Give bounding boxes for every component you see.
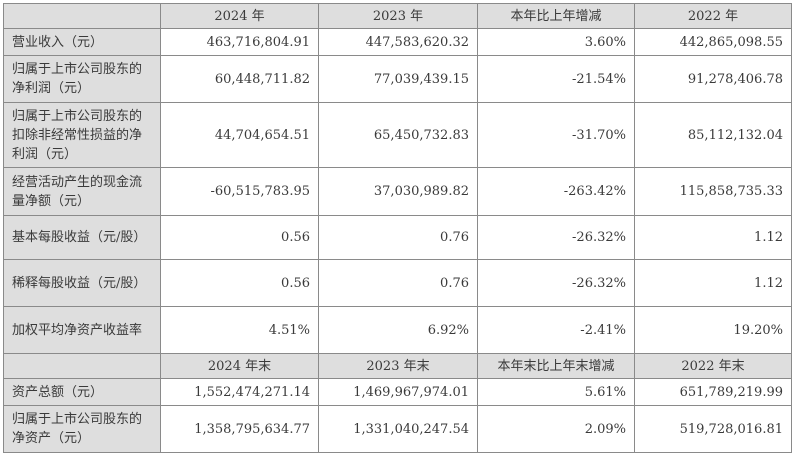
table-cell: 442,865,098.55 [634,28,792,56]
table-cell: 1,331,040,247.54 [318,405,478,453]
table-cell: 115,858,735.33 [634,167,792,216]
column-header [3,3,161,29]
row-label: 归属于上市公司股东的净资产（元） [3,405,161,453]
column-header: 2023 年 [318,3,478,29]
table-cell: 2.09% [477,405,635,453]
table-row: 归属于上市公司股东的净利润（元） 60,448,711.82 77,039,439.… [3,55,792,103]
table-row: 基本每股收益（元/股） 0.56 0.76 -26.32% 1.12 [3,215,792,260]
table-cell: -26.32% [477,259,635,307]
column-header: 2024 年末 [160,353,319,379]
table-row: 资产总额（元） 1,552,474,271.14 1,469,967,974.01 5… [3,378,792,406]
row-label: 加权平均净资产收益率 [3,306,161,354]
table-cell: 6.92% [318,306,478,354]
table-cell: 37,030,989.82 [318,167,478,216]
table-cell: -60,515,783.95 [160,167,319,216]
header-row: 2024 年末 2023 年末 本年末比上年末增减 2022 年末 [3,353,792,379]
row-label: 稀释每股收益（元/股） [3,259,161,307]
table-row: 营业收入（元） 463,716,804.91 447,583,620.32 3.60%… [3,28,792,56]
table-cell: 60,448,711.82 [160,55,319,103]
table-cell: 65,450,732.83 [318,102,478,168]
table-row: 稀释每股收益（元/股） 0.56 0.76 -26.32% 1.12 [3,259,792,307]
column-header: 2022 年 [634,3,792,29]
row-label: 基本每股收益（元/股） [3,215,161,260]
column-header [3,353,161,379]
table-cell: -26.32% [477,215,635,260]
table-cell: -263.42% [477,167,635,216]
table-cell: 0.56 [160,215,319,260]
row-label: 归属于上市公司股东的净利润（元） [3,55,161,103]
column-header: 2022 年末 [634,353,792,379]
table-cell: 4.51% [160,306,319,354]
financial-summary-table: 2024 年 2023 年本年比上年增减 2022 年营业收入（元） 463,716,… [3,3,792,453]
row-label: 归属于上市公司股东的扣除非经常性损益的净利润（元） [3,102,161,168]
table-cell: 3.60% [477,28,635,56]
table-cell: 463,716,804.91 [160,28,319,56]
row-label: 营业收入（元） [3,28,161,56]
column-header: 本年末比上年末增减 [477,353,635,379]
table-row: 加权平均净资产收益率 4.51% 6.92% -2.41% 19.20% [3,306,792,354]
table-cell: 1.12 [634,259,792,307]
table-cell: -31.70% [477,102,635,168]
table-cell: 77,039,439.15 [318,55,478,103]
column-header: 2024 年 [160,3,319,29]
row-label: 经营活动产生的现金流量净额（元） [3,167,161,216]
table-cell: 0.56 [160,259,319,307]
column-header: 2023 年末 [318,353,478,379]
table-row: 经营活动产生的现金流量净额（元） -60,515,783.95 37,030,989… [3,167,792,216]
table-cell: -21.54% [477,55,635,103]
header-row: 2024 年 2023 年本年比上年增减 2022 年 [3,3,792,29]
table-cell: 44,704,654.51 [160,102,319,168]
table-cell: 651,789,219.99 [634,378,792,406]
row-label: 资产总额（元） [3,378,161,406]
table-cell: 19.20% [634,306,792,354]
table-cell: 91,278,406.78 [634,55,792,103]
table-cell: 1,469,967,974.01 [318,378,478,406]
table-cell: 85,112,132.04 [634,102,792,168]
table-cell: -2.41% [477,306,635,354]
column-header: 本年比上年增减 [477,3,635,29]
table-cell: 0.76 [318,259,478,307]
table-cell: 447,583,620.32 [318,28,478,56]
table-cell: 1.12 [634,215,792,260]
table-cell: 1,358,795,634.77 [160,405,319,453]
table-cell: 0.76 [318,215,478,260]
table-cell: 1,552,474,271.14 [160,378,319,406]
table-row: 归属于上市公司股东的净资产（元） 1,358,795,634.77 1,331,04… [3,405,792,453]
table-row: 归属于上市公司股东的扣除非经常性损益的净利润（元） 44,704,654.51 65… [3,102,792,168]
table-cell: 519,728,016.81 [634,405,792,453]
table-cell: 5.61% [477,378,635,406]
